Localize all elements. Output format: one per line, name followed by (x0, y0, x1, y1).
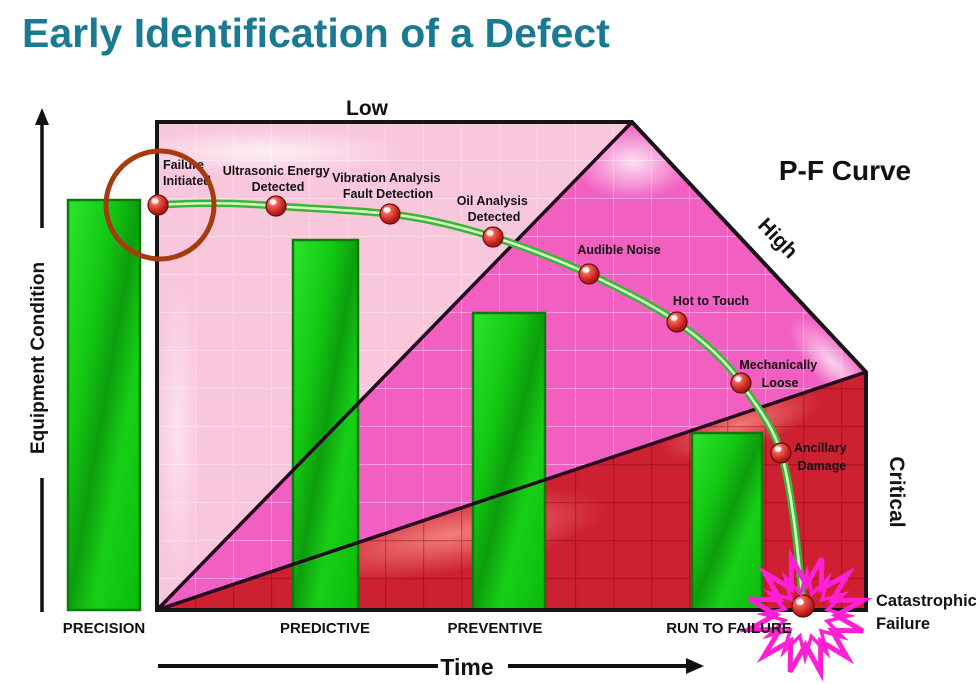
starburst-outer (739, 548, 873, 682)
zone-boundaries (155, 120, 867, 612)
bar-run-to-failure (690, 431, 764, 612)
page-title: Early Identification of a Defect (22, 10, 610, 56)
stage-labels: PRECISION PREDICTIVE PREVENTIVE RUN TO F… (63, 620, 792, 637)
catastrophic-starburst (739, 548, 873, 682)
starburst-inner (756, 565, 856, 665)
marker-mechanically-loose (730, 372, 752, 394)
label-ultrasonic-energy-detected: Ultrasonic Energy Detected (223, 164, 333, 194)
x-axis-label: Time (440, 654, 493, 680)
marker-ultrasonic (265, 195, 287, 217)
bar-precision (66, 198, 142, 612)
condition-bars (66, 198, 764, 612)
label-catastrophic-failure: Catastrophic Failure (876, 592, 980, 633)
label-vibration-analysis: Vibration Analysis Fault Detection (332, 171, 444, 201)
x-axis (158, 658, 704, 674)
y-axis (35, 108, 49, 612)
marker-ancillary-damage (770, 442, 792, 464)
label-ancillary-damage: Ancillary Damage (794, 441, 850, 473)
stage-run-to-failure: RUN TO FAILURE (666, 620, 792, 637)
curve-point-labels: Failure Initiated Ultrasonic Energy Dete… (163, 158, 980, 633)
failure-initiation-annotation-circle (103, 148, 217, 262)
zone-label-critical: Critical (885, 456, 908, 527)
label-audible-noise: Audible Noise (577, 243, 660, 257)
stage-predictive: PREDICTIVE (280, 620, 370, 637)
zone-label-low: Low (346, 97, 389, 120)
stage-precision: PRECISION (63, 620, 146, 637)
x-axis-arrowhead-icon (686, 658, 704, 674)
marker-hot-to-touch (666, 311, 688, 333)
zone-label-high: High (753, 214, 802, 264)
curve-markers (147, 194, 815, 618)
y-axis-label: Equipment Condition (28, 262, 49, 454)
plot-border (155, 120, 868, 612)
stage-preventive: PREVENTIVE (447, 620, 542, 637)
label-mechanically-loose: Mechanically Loose (739, 358, 820, 390)
marker-failure-initiated (147, 194, 169, 216)
bar-preventive (471, 311, 547, 612)
label-hot-to-touch: Hot to Touch (673, 294, 749, 308)
marker-audible-noise (578, 263, 600, 285)
y-axis-arrowhead-icon (35, 108, 49, 125)
marker-oil (482, 226, 504, 248)
pf-curve-title: P-F Curve (779, 155, 911, 186)
label-oil-analysis-detected: Oil Analysis Detected (457, 194, 532, 224)
marker-vibration (379, 203, 401, 225)
marker-catastrophic-failure (791, 594, 815, 618)
